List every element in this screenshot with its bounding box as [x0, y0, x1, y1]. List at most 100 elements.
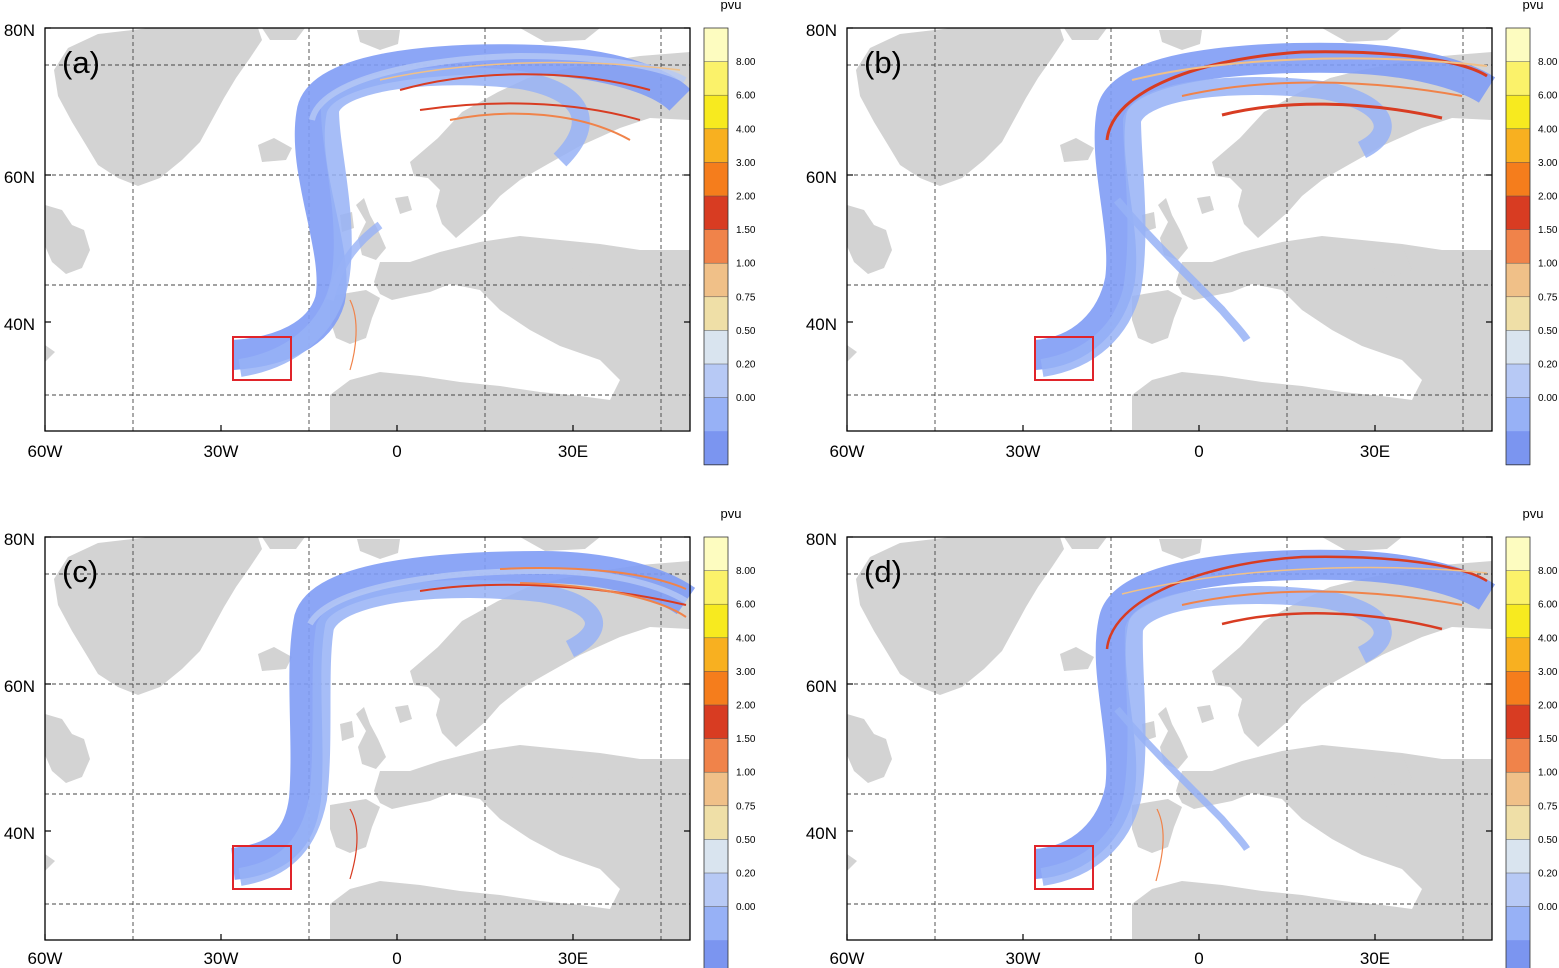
colorbar-level-label: 1.50 — [1538, 225, 1558, 236]
colorbar-swatch — [1506, 296, 1530, 331]
map-frame — [846, 536, 1493, 941]
lat-label-60n: 60N — [4, 677, 35, 696]
colorbar-swatch — [704, 128, 728, 163]
axis-ticks — [846, 27, 1492, 431]
colorbar-swatch — [704, 839, 728, 874]
colorbar-level-label: 3.00 — [736, 158, 756, 169]
colorbar-level-label: 0.75 — [736, 292, 756, 303]
axis-ticks — [846, 536, 1492, 940]
colorbar-swatch — [704, 940, 728, 968]
panel-label: (a) — [62, 45, 100, 80]
colorbar-swatch — [1506, 604, 1530, 639]
colorbar-level-label: 3.00 — [1538, 667, 1558, 678]
colorbar-swatch — [1506, 162, 1530, 197]
colorbar-swatch — [704, 738, 728, 773]
colorbar-level-label: 0.20 — [736, 360, 756, 371]
lon-label-0: 0 — [392, 442, 401, 461]
colorbar-swatch — [1506, 128, 1530, 163]
colorbar-swatch — [1506, 772, 1530, 807]
colorbar-level-label: 1.00 — [1538, 768, 1558, 779]
colorbar-level-label: 2.00 — [1538, 701, 1558, 712]
colorbar-level-label: 4.00 — [1538, 633, 1558, 644]
colorbar-swatch — [1506, 431, 1530, 466]
colorbar-unit: pvu — [721, 0, 742, 12]
colorbar-swatch — [1506, 637, 1530, 672]
colorbar-level-label: 0.00 — [1538, 393, 1558, 404]
colorbar-level-label: 1.00 — [1538, 259, 1558, 270]
colorbar-level-label: 0.00 — [736, 902, 756, 913]
colorbar-swatch — [704, 537, 728, 571]
lat-label-80n: 80N — [4, 530, 35, 549]
colorbar-level-label: 2.00 — [736, 701, 756, 712]
lon-label-60w: 60W — [28, 949, 63, 968]
colorbar-swatch — [704, 637, 728, 672]
lat-label-40n: 40N — [4, 824, 35, 843]
colorbar-swatch — [1506, 263, 1530, 298]
colorbar-swatch — [704, 772, 728, 807]
colorbar-swatch — [1506, 196, 1530, 230]
colorbar-level-label: 0.20 — [1538, 869, 1558, 880]
colorbar-level-label: 4.00 — [1538, 124, 1558, 135]
panel-a: (a) 80N 60N 40N 60W 30W 0 30E 8.00 6.00 4.… — [4, 0, 756, 466]
colorbar-swatch — [1506, 705, 1530, 739]
panel-c: (c) 80N 60N 40N 60W 30W 0 30E 8.00 6.00 4.… — [4, 506, 756, 968]
source-region-box — [1034, 336, 1094, 381]
colorbar-swatch — [1506, 330, 1530, 365]
colorbar-swatch — [1506, 570, 1530, 605]
colorbar-level-label: 4.00 — [736, 633, 756, 644]
lon-label-60w: 60W — [830, 442, 865, 461]
map-frame — [44, 536, 691, 941]
colorbar-level-label: 0.75 — [1538, 292, 1558, 303]
colorbar-frame — [1505, 27, 1531, 466]
pv-colorbar: 8.00 6.00 4.00 3.00 2.00 1.50 1.00 0.75 0.50 0.20… — [1505, 536, 1558, 968]
colorbar-level-label: 0.20 — [1538, 360, 1558, 371]
colorbar-swatch — [704, 263, 728, 298]
panel-label: (b) — [864, 45, 902, 80]
colorbar-swatch — [704, 28, 728, 62]
colorbar-level-label: 1.00 — [736, 768, 756, 779]
colorbar-level-label: 2.00 — [736, 192, 756, 203]
map-frame — [44, 27, 691, 432]
colorbar-swatch — [704, 397, 728, 432]
colorbar-swatch — [704, 364, 728, 398]
colorbar-swatch — [704, 431, 728, 466]
lat-label-60n: 60N — [4, 168, 35, 187]
colorbar-level-label: 0.75 — [1538, 801, 1558, 812]
colorbar-level-label: 0.00 — [736, 393, 756, 404]
colorbar-swatch — [1506, 906, 1530, 941]
panel-label: (d) — [864, 554, 902, 589]
panel-d: (d) 80N 60N 40N 60W 30W 0 30E 8.00 6.00 4.… — [806, 506, 1558, 968]
colorbar-level-label: 6.00 — [1538, 600, 1558, 611]
colorbar-swatch — [704, 906, 728, 941]
colorbar-level-label: 1.50 — [736, 734, 756, 745]
lon-label-60w: 60W — [28, 442, 63, 461]
colorbar-level-label: 0.50 — [736, 326, 756, 337]
panel-b: (b) 80N 60N 40N 60W 30W 0 30E 8.00 6.00 4.… — [806, 0, 1558, 466]
lon-label-0: 0 — [392, 949, 401, 968]
colorbar-swatch — [1506, 28, 1530, 62]
colorbar-unit: pvu — [1523, 506, 1544, 521]
colorbar-swatch — [704, 873, 728, 907]
colorbar-swatch — [1506, 229, 1530, 264]
colorbar-swatch — [1506, 671, 1530, 706]
colorbar-unit: pvu — [721, 506, 742, 521]
lat-label-60n: 60N — [806, 677, 837, 696]
pv-colorbar: 8.00 6.00 4.00 3.00 2.00 1.50 1.00 0.75 0.50 0.20… — [703, 27, 756, 466]
colorbar-level-label: 0.50 — [1538, 326, 1558, 337]
colorbar-swatch — [704, 570, 728, 605]
axis-ticks — [44, 536, 690, 940]
source-region-box — [232, 845, 292, 890]
colorbar-level-label: 3.00 — [736, 667, 756, 678]
colorbar-swatch — [704, 604, 728, 639]
colorbar-swatch — [704, 229, 728, 264]
lat-label-40n: 40N — [806, 315, 837, 334]
colorbar-level-label: 0.75 — [736, 801, 756, 812]
lat-label-60n: 60N — [806, 168, 837, 187]
lat-label-80n: 80N — [806, 21, 837, 40]
colorbar-level-label: 6.00 — [736, 600, 756, 611]
lon-label-30e: 30E — [558, 442, 588, 461]
colorbar-level-label: 6.00 — [736, 91, 756, 102]
lat-label-40n: 40N — [806, 824, 837, 843]
colorbar-level-label: 0.00 — [1538, 902, 1558, 913]
